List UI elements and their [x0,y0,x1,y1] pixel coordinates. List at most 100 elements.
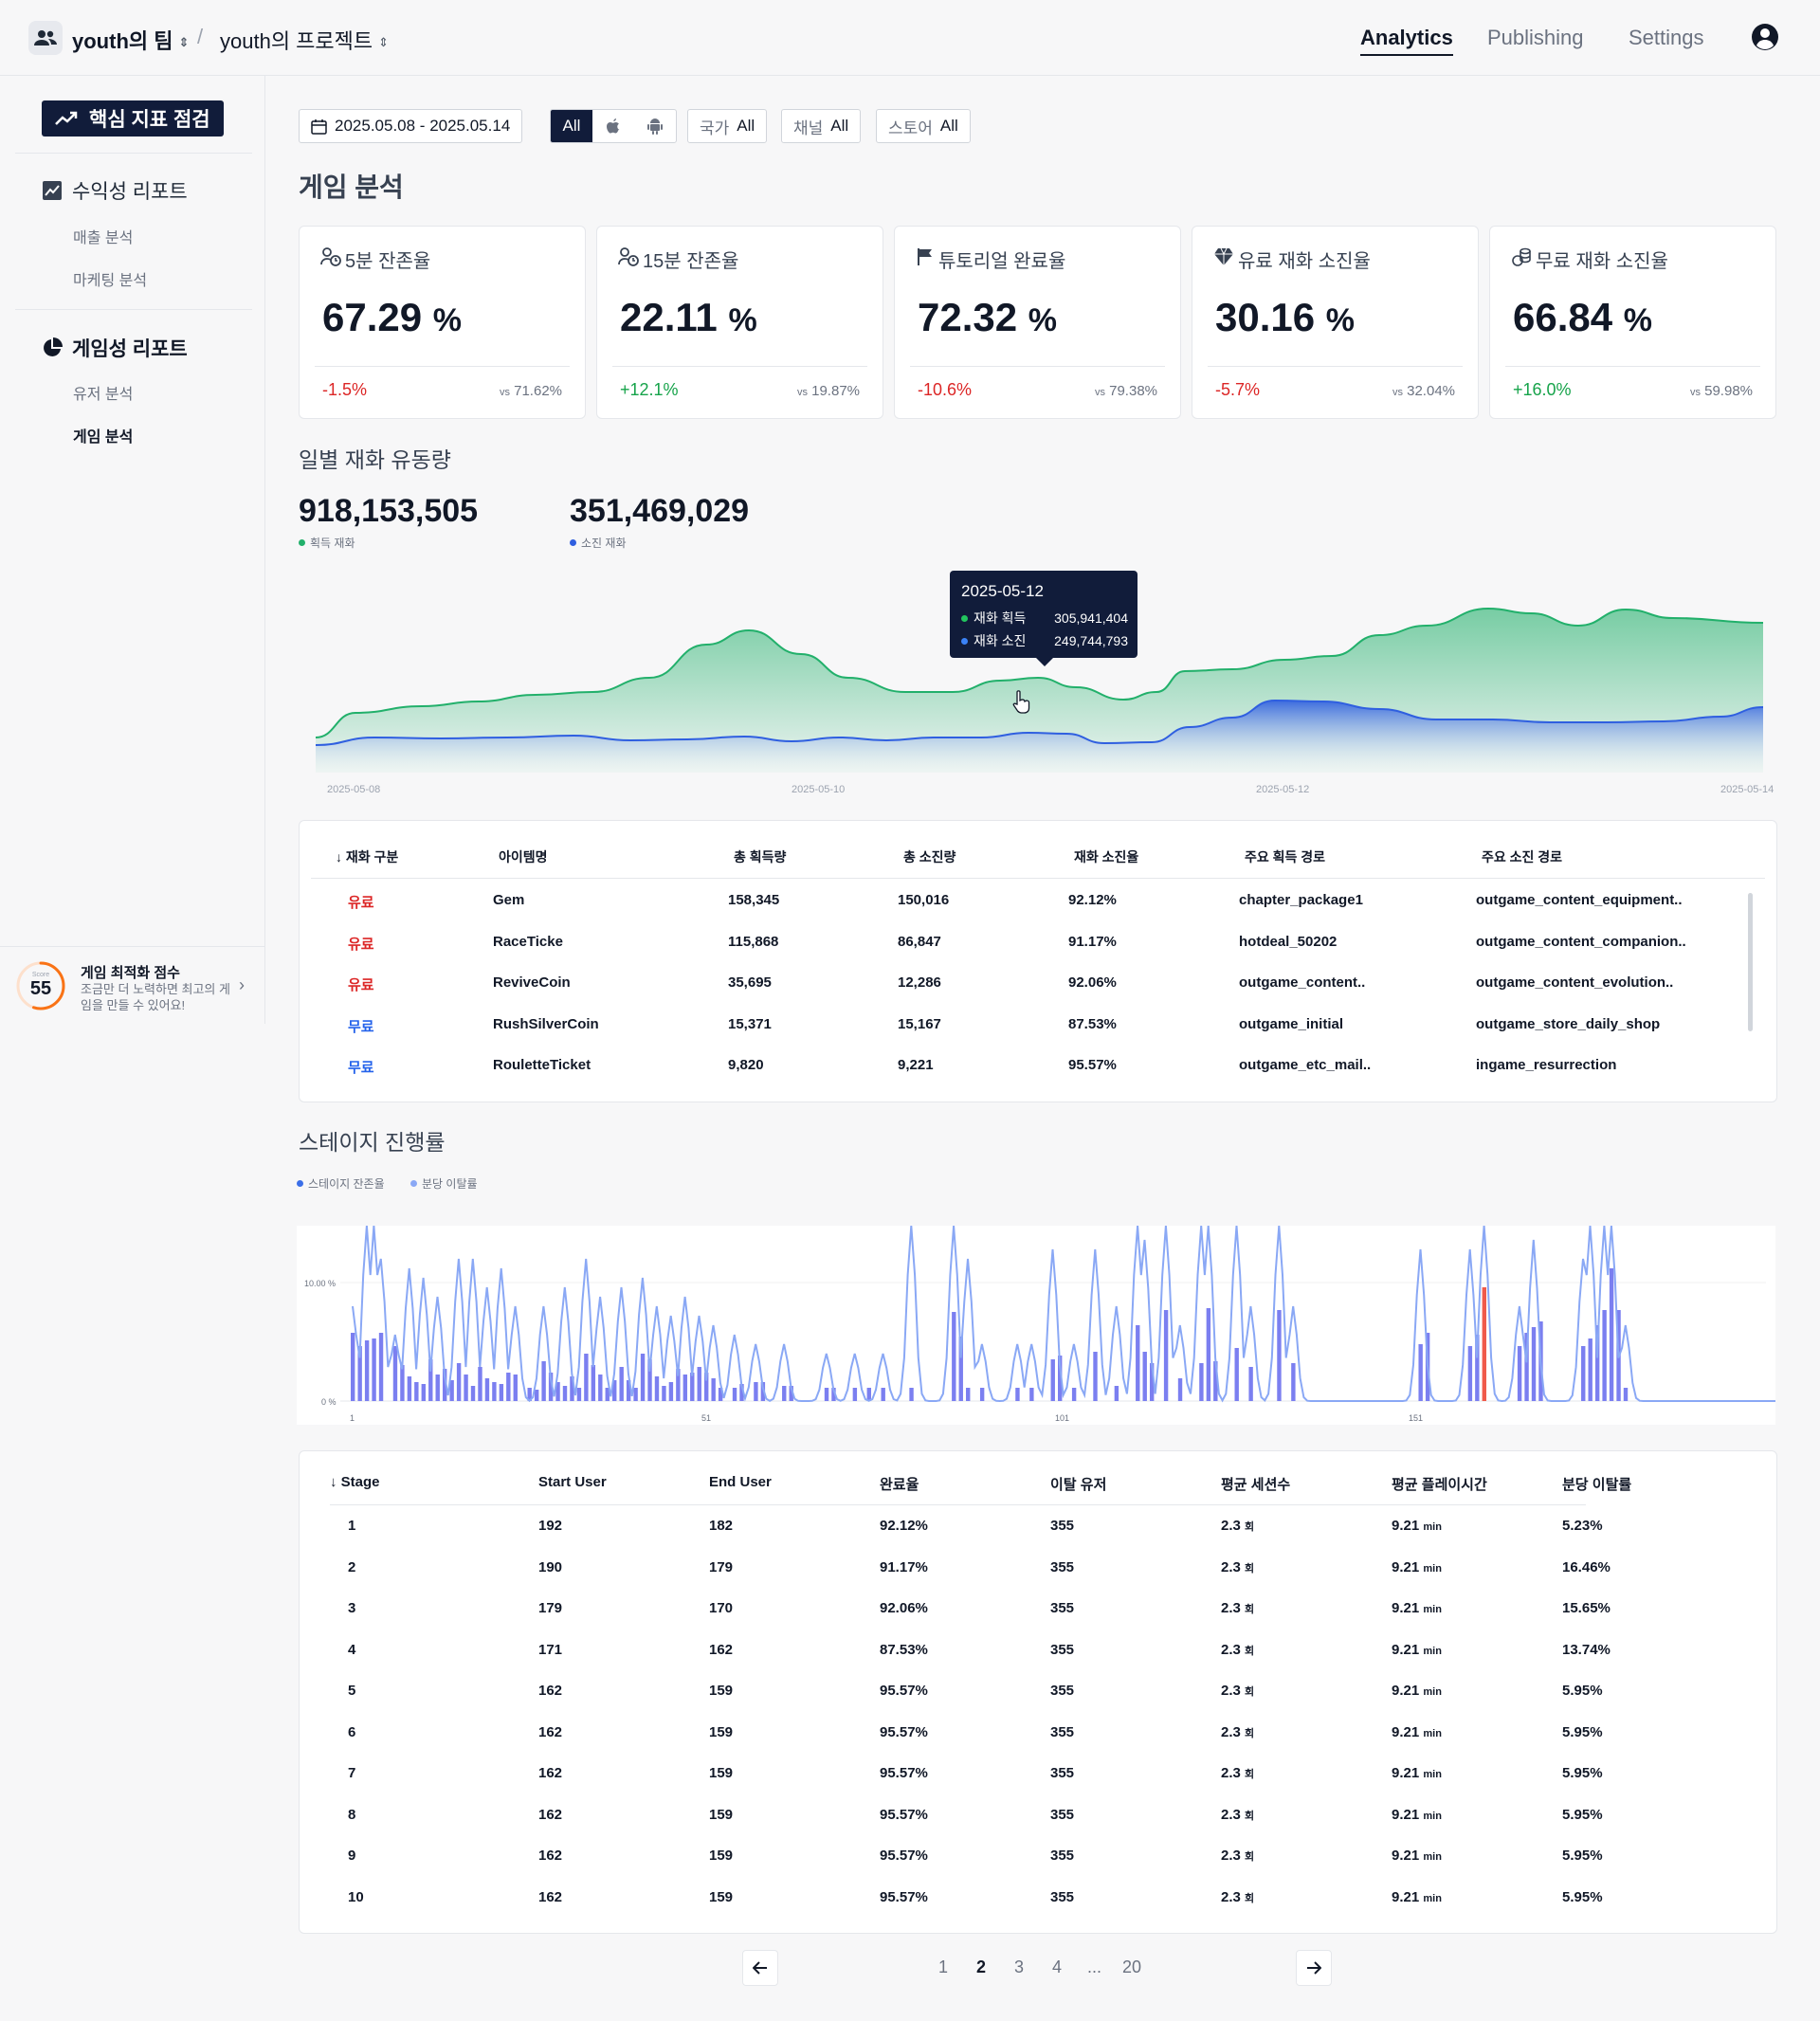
cell-value: 159 [709,1848,734,1864]
acquired-total: 918,153,505 [299,493,479,529]
table-cell: 87.53% [1068,1015,1117,1032]
team-icon[interactable] [28,21,63,55]
nav-publishing[interactable]: Publishing [1487,26,1584,49]
unit-label: min [1423,1645,1442,1657]
sidebar-section-revenue[interactable]: 수익성 리포트 [42,176,188,205]
sidebar-item-marketing-analysis[interactable]: 마케팅 분석 [73,273,148,289]
column-header[interactable]: ↓ Stage [330,1474,380,1490]
table-cell: 2.3 회 [1221,1807,1254,1823]
table-cell: 9,221 [898,1057,934,1073]
vs-label: vs [1392,387,1403,398]
gem-icon [1213,247,1234,272]
stage-bar [711,1378,716,1401]
page-number-button[interactable]: 4 [1052,1957,1063,1976]
table-cell: 5 [348,1683,355,1699]
stage-progress-chart[interactable]: 10.00 % 0 % 1 51 101 151 [297,1226,1775,1425]
trend-up-icon [55,111,78,125]
chevron-right-icon[interactable]: › [239,975,245,994]
sidebar-item-game-analysis[interactable]: 게임 분석 [73,429,134,446]
page-number-button[interactable]: 1 [938,1957,949,1976]
cell-value: 2.3 [1221,1888,1241,1905]
stage-bar [1142,1352,1147,1401]
cell-value: 1 [348,1518,356,1534]
stage-bar [824,1388,829,1401]
cell-value: 5.95% [1562,1806,1603,1823]
column-header[interactable]: ↓ 재화 구분 [336,847,398,866]
platform-ios-button[interactable] [592,110,634,142]
page-number-button[interactable]: 3 [1014,1957,1025,1976]
table-cell: 2.3 회 [1221,1600,1254,1616]
sidebar-item-sales-analysis[interactable]: 매출 분석 [73,230,134,246]
prev-page-button[interactable] [742,1950,778,1986]
table-cell: 355 [1050,1559,1074,1575]
country-filter[interactable]: 국가 All [687,109,768,143]
score-label: Score [32,972,49,978]
column-header: 분당 이탈률 [1562,1474,1631,1494]
kpi-number: 22.11 [620,295,718,339]
sidebar-section-gameplay[interactable]: 게임성 리포트 [42,334,188,362]
table-cell: 8 [348,1807,355,1823]
team-selector[interactable]: youth의 팀 ⇕ [72,25,189,55]
stage-bar [682,1375,688,1401]
date-range-picker[interactable]: 2025.05.08 - 2025.05.14 [299,109,523,143]
cell-value: 95.57% [880,1683,928,1699]
page-number-button[interactable]: 2 [976,1957,987,1976]
stage-bar [1418,1344,1423,1401]
stage-bar [351,1333,355,1401]
kpi-card[interactable]: 무료 재화 소진율 66.84 % +16.0% vs 59.98% [1489,226,1776,419]
column-header-label: 주요 획득 경로 [1245,849,1326,865]
cell-value: 9.21 [1392,1888,1420,1905]
page-number-button[interactable]: 20 [1122,1957,1142,1976]
optimization-score-card[interactable]: Score 55 게임 최적화 점수 조금만 더 노력하면 최고의 게임을 만들… [0,946,265,1031]
stage-bar [1050,1359,1055,1401]
cell-value: 355 [1050,1723,1075,1740]
kpi-card[interactable]: 15분 잔존율 22.11 % +12.1% vs 19.87% [596,226,883,419]
vs-label: vs [1094,387,1105,398]
next-page-button[interactable] [1296,1950,1332,1986]
table-cell: 95.57% [880,1765,928,1781]
stage-bar [760,1382,766,1401]
cell-value: 9.21 [1392,1641,1420,1658]
channel-filter[interactable]: 채널 All [781,109,862,143]
stage-bar [1531,1327,1537,1401]
nav-analytics[interactable]: Analytics [1360,26,1453,56]
scrollbar[interactable] [1748,893,1753,1031]
account-icon[interactable] [1751,23,1779,51]
table-cell: 1 [348,1518,355,1534]
cell-value: 16.46% [1562,1558,1611,1575]
platform-all-button[interactable]: All [551,110,592,142]
legend-dot [410,1180,417,1187]
project-selector[interactable]: youth의 프로젝트 ⇕ [220,25,389,55]
section-title-stage-progress: 스테이지 진행률 [299,1130,446,1155]
kpi-card[interactable]: 튜토리얼 완료율 72.32 % -10.6% vs 79.38% [894,226,1181,419]
stage-bar [1177,1378,1183,1401]
stage-bar [697,1367,701,1401]
kpi-card[interactable]: 유료 재화 소진율 30.16 % -5.7% vs 32.04% [1192,226,1479,419]
tooltip-row-spend: 재화 소진 249,744,793 [961,631,1128,650]
stage-bar [506,1373,511,1401]
cell-value: 91.17% [880,1558,928,1575]
kpi-change: -5.7% [1215,380,1261,399]
platform-android-button[interactable] [634,110,676,142]
kpi-label: 5분 잔존율 [320,246,430,273]
column-header: End User [709,1474,772,1490]
stage-bar [1136,1325,1140,1401]
stage-bar [640,1354,646,1401]
store-filter[interactable]: 스토어 All [876,109,971,143]
cell-value: 9.21 [1392,1806,1420,1823]
table-cell: 2 [348,1559,355,1575]
section-title: 게임성 리포트 [72,338,188,360]
kpi-compare: vs 32.04% [1392,383,1455,399]
table-cell: 9.21 min [1392,1807,1442,1823]
currency-flow-chart[interactable]: 2025-05-08 2025-05-10 2025-05-12 2025-05… [299,569,1777,806]
kpi-card[interactable]: 5분 잔존율 67.29 % -1.5% vs 71.62% [299,226,586,419]
kpi-check-button[interactable]: 핵심 지표 점검 [42,100,224,137]
sidebar-item-user-analysis[interactable]: 유저 분석 [73,387,134,403]
column-header-label: 총 획득량 [734,849,787,865]
cell-value: 355 [1050,1558,1075,1575]
table-cell: outgame_content_evolution.. [1476,974,1674,991]
legend-label: 스테이지 잔존율 [308,1177,385,1191]
table-cell: 355 [1050,1683,1074,1699]
stage-bar [662,1386,666,1401]
nav-settings[interactable]: Settings [1629,26,1704,49]
